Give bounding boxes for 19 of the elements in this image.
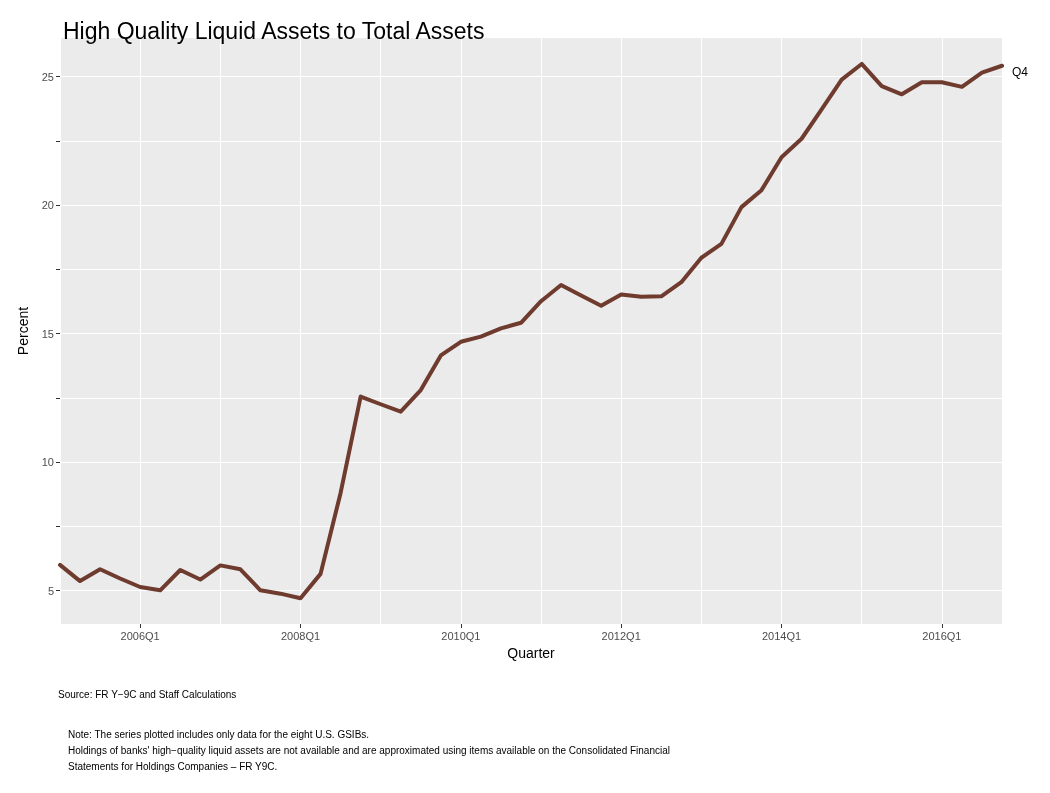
text: Note: The series plotted includes only data for the eight U.S. GSIBs. (68, 728, 370, 740)
y-tick-label: 5 (47, 584, 54, 597)
chart-title: High Quality Liquid Assets to Total Assets (63, 17, 485, 44)
line-series (58, 61, 1004, 601)
x-tick-label: 2006Q1 (120, 629, 160, 642)
text: Holdings of banks' high−quality liquid assets are not available and are approximated using items available on the Consolidated Financial Statements for Holdings Companies – FR Y9C. (68, 744, 673, 772)
x-tick-label: 2010Q1 (441, 629, 481, 642)
x-axis-title: Quarter (507, 645, 556, 661)
y-tick-label: 20 (41, 199, 54, 212)
text: Q4 (1012, 64, 1029, 79)
x-tick-label: 2012Q1 (601, 629, 641, 642)
y-tick-label: 10 (41, 456, 54, 469)
y-tick-label: 25 (41, 70, 54, 83)
y-axis-title: Percent (15, 306, 31, 356)
x-tick-label: 2016Q1 (922, 629, 962, 642)
x-tick-label: 2008Q1 (280, 629, 321, 642)
source-note: Source: FR Y−9C and Staff Calculations (58, 688, 237, 700)
y-tick-label: 15 (41, 327, 54, 340)
x-tick-label: 2014Q1 (761, 629, 802, 642)
